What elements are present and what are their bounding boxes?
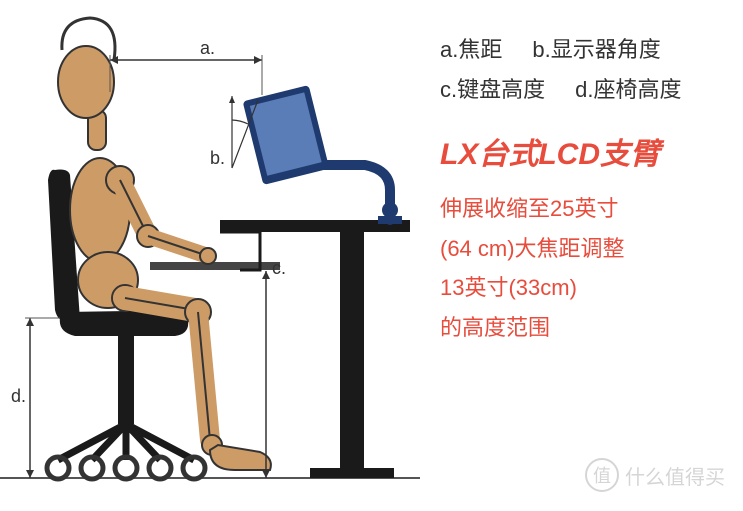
legend-d: d.座椅高度 (575, 70, 681, 110)
dim-label-b: b. (210, 148, 225, 169)
legend: a.焦距 b.显示器角度 c.键盘高度 d.座椅高度 (440, 30, 740, 109)
watermark: 值 什么值得买 (585, 458, 725, 492)
watermark-text: 什么值得买 (625, 461, 725, 490)
ergonomics-diagram: a. b. c. d. (0, 0, 430, 506)
text-panel: a.焦距 b.显示器角度 c.键盘高度 d.座椅高度 LX台式LCD支臂 伸展收… (440, 30, 740, 348)
legend-a: a.焦距 (440, 30, 502, 70)
dim-label-d: d. (11, 386, 26, 407)
legend-b: b.显示器角度 (532, 30, 660, 70)
dim-label-c: c. (272, 258, 286, 279)
description: 伸展收缩至25英寸(64 cm)大焦距调整13英寸(33cm)的高度范围 (440, 189, 740, 347)
watermark-icon: 值 (585, 458, 619, 492)
legend-c: c.键盘高度 (440, 70, 545, 110)
title: LX台式LCD支臂 (440, 129, 740, 173)
dim-label-a: a. (200, 38, 215, 59)
